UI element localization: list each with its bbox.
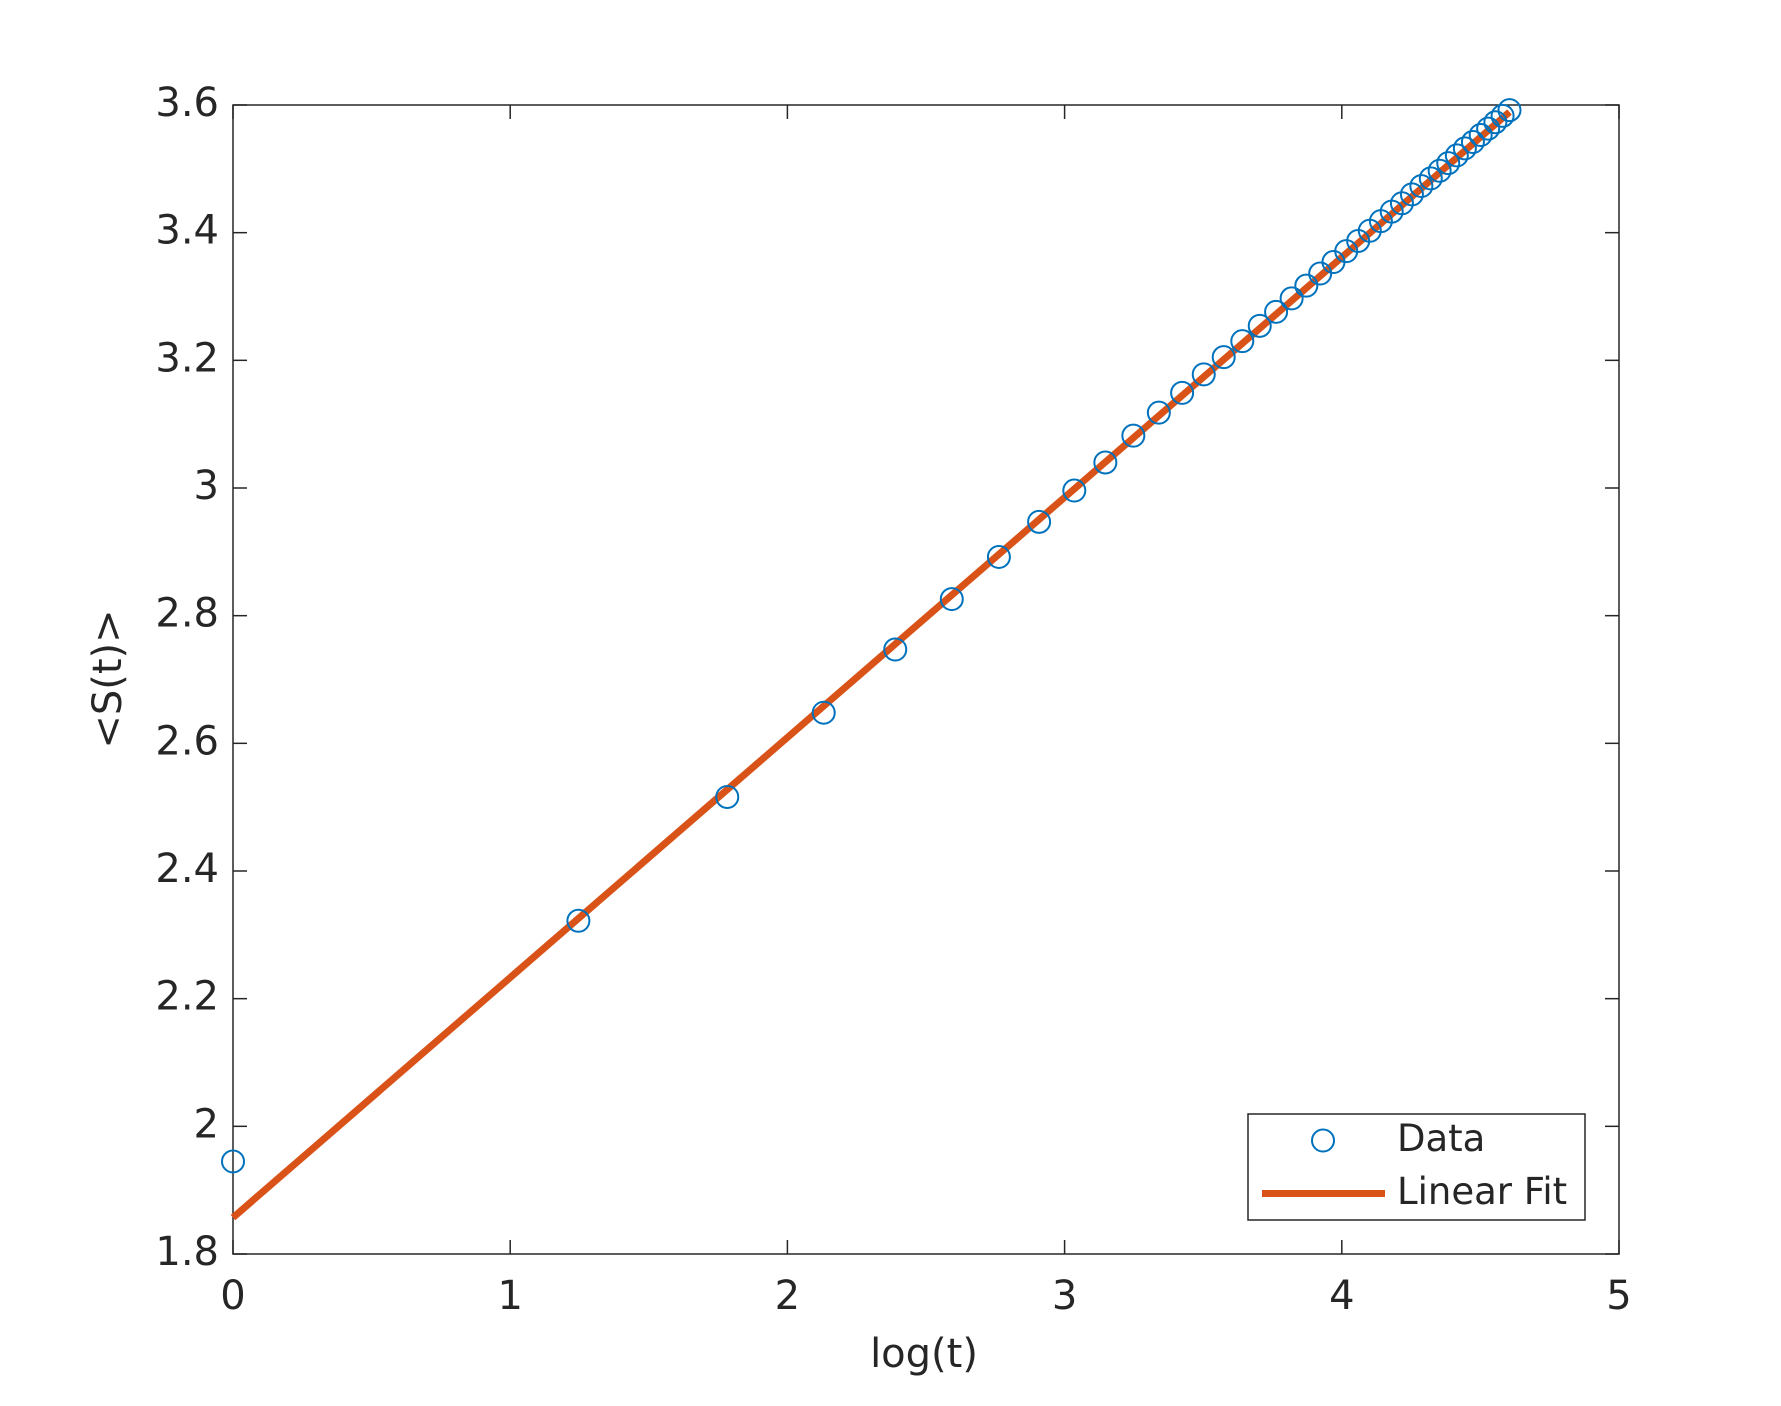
y-tick-label: 3.4 [155, 208, 219, 254]
data-point [1247, 313, 1272, 338]
data-point [1093, 450, 1118, 475]
data-point [566, 908, 591, 933]
data-point [715, 784, 740, 809]
data-point [1191, 362, 1216, 387]
x-axis-label: log(t) [870, 1331, 978, 1377]
data-point [1460, 130, 1485, 155]
data-point [1452, 136, 1477, 161]
data-point [1279, 286, 1304, 311]
y-axis-label: <S(t)> [85, 609, 131, 748]
data-point [1476, 116, 1501, 141]
y-tick-label: 2.6 [155, 718, 219, 764]
data-point [1230, 329, 1255, 354]
data-point [1427, 158, 1452, 183]
x-tick-label: 3 [1052, 1273, 1077, 1319]
data-point [1062, 478, 1087, 503]
y-tick-label: 2.2 [155, 974, 219, 1020]
data-point [1418, 166, 1443, 191]
plot-area [232, 104, 1620, 1255]
y-tick-label: 3 [194, 463, 219, 509]
data-point [1444, 143, 1469, 168]
data-point [1497, 98, 1522, 123]
data-point [1264, 299, 1289, 324]
data-point [1146, 400, 1171, 425]
data-point [986, 544, 1011, 569]
legend-box [1247, 1113, 1586, 1221]
data-point [1409, 174, 1434, 199]
x-tick-label: 2 [775, 1273, 800, 1319]
y-tick-label: 3.2 [155, 335, 219, 381]
data-point [1027, 509, 1052, 534]
data-point [1211, 345, 1236, 370]
legend-label: Data [1397, 1117, 1485, 1160]
x-tick-label: 1 [497, 1273, 522, 1319]
legend-marker [1311, 1128, 1335, 1153]
x-tick-label: 5 [1606, 1273, 1631, 1319]
y-tick-label: 2 [194, 1101, 219, 1147]
data-point [1468, 123, 1493, 148]
legend-label: Linear Fit [1397, 1170, 1567, 1213]
fit-line [230, 109, 1512, 1221]
data-point [883, 637, 908, 662]
y-tick-label: 3.6 [155, 80, 219, 126]
data-point [1170, 380, 1195, 405]
data-point [1121, 423, 1146, 448]
data-point [811, 700, 836, 725]
data-point [1490, 103, 1515, 128]
data-point [939, 587, 964, 612]
data-point [221, 1149, 245, 1174]
data-point [1294, 273, 1319, 298]
data-point [1399, 182, 1424, 207]
y-tick-label: 2.4 [155, 846, 219, 892]
x-tick-label: 0 [220, 1273, 245, 1319]
data-point [1436, 151, 1461, 176]
y-tick-label: 1.8 [155, 1229, 219, 1275]
y-tick-label: 2.8 [155, 591, 219, 637]
data-point [1483, 110, 1508, 135]
x-tick-label: 4 [1329, 1273, 1354, 1319]
